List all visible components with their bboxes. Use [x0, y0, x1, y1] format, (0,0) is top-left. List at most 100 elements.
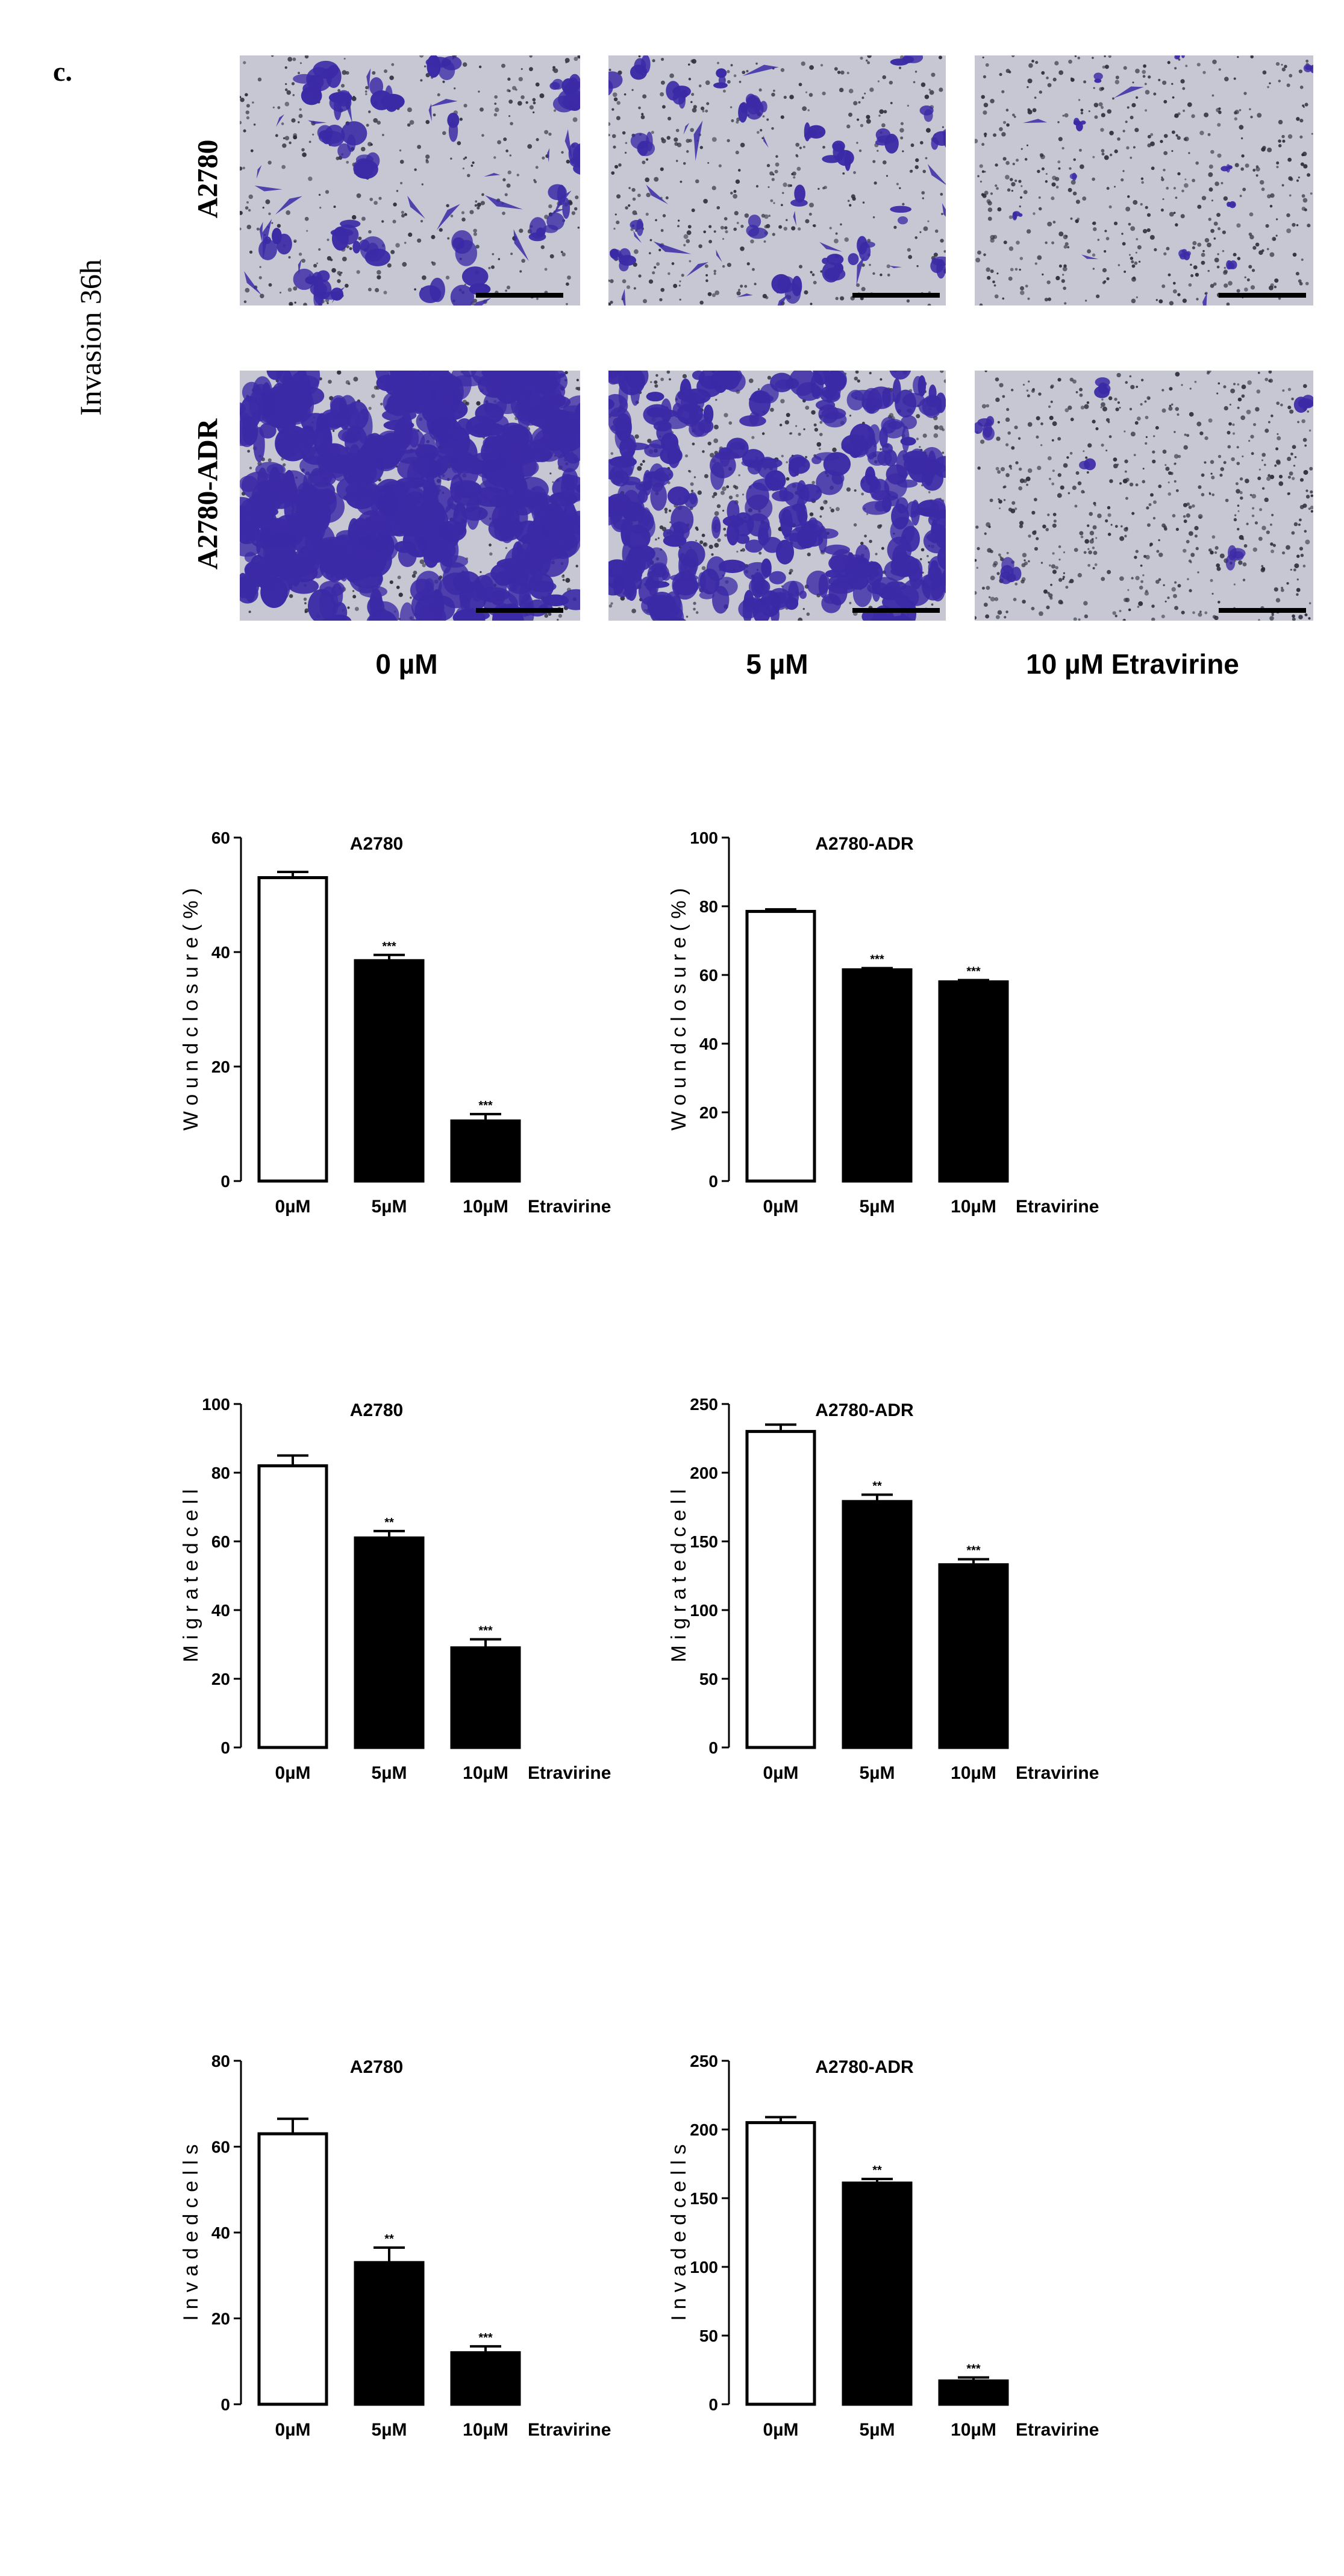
y-tick-label: 40: [211, 943, 230, 962]
category-label: 5µM: [372, 2420, 407, 2440]
chart-svg: A2780-ADR 0 50 100 150 200 250 I n v a d e d c …: [667, 2052, 1099, 2440]
bar: [354, 2261, 425, 2406]
x-suffix-label: Etravirine: [528, 1197, 611, 1217]
chart-migrated-cell-a2780-adr: A2780-ADR 0 50 100 150 200 250 M i g r a t e d …: [663, 1374, 1127, 1808]
significance-label: ***: [478, 2331, 493, 2345]
y-tick-label: 80: [211, 2052, 230, 2070]
y-axis-label: I n v a d e d c e l l s: [180, 2145, 202, 2321]
significance-label: ***: [478, 1624, 493, 1637]
chart-title: A2780-ADR: [815, 1400, 914, 1420]
bar: [842, 1500, 913, 1749]
category-label: 10µM: [951, 1197, 996, 1217]
significance-label: ***: [382, 940, 396, 953]
category-label: 0µM: [275, 2420, 311, 2440]
chart-title: A2780: [350, 834, 403, 854]
y-tick-label: 60: [211, 2138, 230, 2157]
significance-label: **: [384, 2233, 394, 2246]
chart-title: A2780: [350, 2057, 403, 2077]
significance-label: ***: [966, 1544, 981, 1558]
bar: [257, 876, 328, 1183]
bar: [938, 980, 1009, 1183]
y-tick-label: 200: [690, 1464, 718, 1482]
y-tick-label: 250: [690, 2052, 718, 2070]
y-tick-label: 40: [211, 1601, 230, 1620]
significance-label: ***: [478, 1099, 493, 1112]
bar: [745, 910, 816, 1183]
y-tick-label: 80: [211, 1464, 230, 1482]
chart-title: A2780: [350, 1400, 403, 1420]
y-tick-label: 60: [699, 966, 718, 985]
y-tick-label: 150: [690, 1532, 718, 1551]
y-tick-label: 40: [211, 2223, 230, 2242]
category-label: 0µM: [763, 2420, 799, 2440]
chart-svg: A2780 0 20 40 60 80 100 M i g r a t e d c e l l…: [180, 1395, 611, 1783]
y-tick-label: 60: [211, 829, 230, 847]
significance-label: ***: [966, 965, 981, 979]
category-label: 0µM: [275, 1763, 311, 1783]
y-tick-label: 250: [690, 1395, 718, 1414]
bar: [354, 959, 425, 1183]
bar: [450, 2351, 521, 2406]
bar: [842, 968, 913, 1183]
y-axis-label: W o u n d c l o s u r e ( % ): [667, 888, 690, 1130]
chart-title: A2780-ADR: [815, 834, 914, 854]
micrograph-a2780-adr-5um: [608, 371, 946, 621]
x-suffix-label: Etravirine: [528, 1763, 611, 1783]
chart-svg: A2780-ADR 0 20 40 60 80 100 W o u n d c l o s u…: [667, 829, 1099, 1217]
chart-invaded-cells-a2780-adr: A2780-ADR 0 50 100 150 200 250 I n v a d e d c …: [663, 2031, 1127, 2465]
y-tick-label: 40: [699, 1035, 718, 1053]
y-tick-label: 60: [211, 1532, 230, 1551]
y-tick-label: 100: [202, 1395, 230, 1414]
chart-svg: A2780-ADR 0 50 100 150 200 250 M i g r a t e d …: [667, 1395, 1099, 1783]
micrograph-a2780-adr-0um: [240, 371, 580, 621]
bar: [938, 1563, 1009, 1749]
y-axis-label: M i g r a t e d c e l l: [667, 1489, 690, 1662]
chart-svg: A2780 0 20 40 60 80 I n v a d e d c e l l s 0µM…: [180, 2052, 611, 2440]
chart-wound-closure-a2780-adr: A2780-ADR 0 20 40 60 80 100 W o u n d c l o s u…: [663, 807, 1127, 1241]
chart-migrated-cell-a2780: A2780 0 20 40 60 80 100 M i g r a t e d c e l l…: [175, 1374, 633, 1808]
bar: [745, 2121, 816, 2406]
category-label: 10µM: [463, 1763, 508, 1783]
y-tick-label: 0: [708, 1172, 718, 1191]
category-label: 0µM: [763, 1197, 799, 1217]
panel-letter: c.: [53, 56, 72, 87]
y-tick-label: 50: [699, 1670, 718, 1688]
y-axis-label: W o u n d c l o s u r e ( % ): [180, 888, 202, 1130]
y-axis-label: M i g r a t e d c e l l: [180, 1489, 202, 1662]
scale-bar: [852, 608, 940, 613]
y-tick-label: 80: [699, 897, 718, 916]
y-tick-label: 100: [690, 829, 718, 847]
chart-svg: A2780 0 20 40 60 W o u n d c l o s u r e ( % …: [180, 829, 611, 1217]
y-tick-label: 0: [708, 1738, 718, 1757]
significance-label: **: [384, 1516, 394, 1529]
bar: [938, 2379, 1009, 2406]
row-label-a2780-adr: A2780-ADR: [192, 418, 224, 570]
y-tick-label: 200: [690, 2120, 718, 2139]
row-heading: Invasion 36h: [73, 259, 107, 416]
category-label: 5µM: [860, 1763, 895, 1783]
condition-label-10um-etravirine: 10 µM Etravirine: [1026, 648, 1239, 680]
y-tick-label: 0: [708, 2395, 718, 2414]
significance-label: ***: [870, 953, 884, 967]
micrograph-a2780-5um: [608, 55, 946, 306]
category-label: 0µM: [763, 1763, 799, 1783]
y-tick-label: 20: [211, 2310, 230, 2328]
chart-title: A2780-ADR: [815, 2057, 914, 2077]
y-tick-label: 20: [699, 1103, 718, 1122]
y-tick-label: 0: [220, 1172, 230, 1191]
row-label-a2780: A2780: [192, 139, 224, 219]
bar: [450, 1646, 521, 1749]
bar: [257, 2132, 328, 2406]
category-label: 10µM: [951, 2420, 996, 2440]
x-suffix-label: Etravirine: [528, 2420, 611, 2440]
y-tick-label: 20: [211, 1670, 230, 1688]
x-suffix-label: Etravirine: [1016, 1197, 1099, 1217]
y-tick-label: 50: [699, 2327, 718, 2345]
micrograph-a2780-0um: [240, 55, 580, 306]
y-tick-label: 0: [220, 2395, 230, 2414]
scale-bar: [852, 293, 940, 298]
scale-bar: [1219, 608, 1306, 613]
category-label: 0µM: [275, 1197, 311, 1217]
category-label: 10µM: [951, 1763, 996, 1783]
micrograph-a2780-adr-10um: [975, 371, 1313, 621]
